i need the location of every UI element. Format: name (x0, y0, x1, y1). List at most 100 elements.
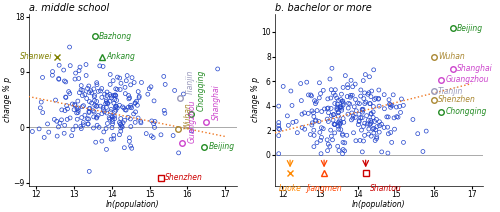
Point (118, 125, 126, 129)
Point (329, 119, 337, 122)
Point (312, 100, 320, 104)
Point (336, 106, 344, 109)
Point (310, 145, 318, 148)
Point (383, 115, 391, 119)
Point (362, 114, 370, 117)
Point (375, 105, 383, 108)
Point (330, 123, 338, 126)
Point (126, 117, 134, 121)
Point (320, 89, 328, 92)
Point (85, 91, 93, 94)
Text: Jiangmen: Jiangmen (306, 184, 342, 194)
Point (122, 92, 130, 95)
Point (298, 99, 306, 102)
Point (66, 64, 74, 67)
Point (68, 134, 76, 137)
Point (91, 104, 99, 107)
Point (284, 114, 292, 118)
Point (356, 116, 364, 119)
Point (112, 93, 120, 97)
Point (336, 119, 344, 123)
Point (339, 103, 347, 107)
Point (330, 123, 338, 126)
Point (344, 102, 352, 105)
Point (274, 134, 282, 137)
Point (351, 82, 359, 86)
Point (124, 94, 132, 97)
Point (100, 110, 108, 113)
Point (334, 114, 342, 118)
Text: Shanwei: Shanwei (20, 52, 53, 61)
Point (339, 99, 347, 103)
Point (358, 150, 366, 153)
Text: Shantou: Shantou (370, 184, 402, 194)
X-axis label: ln(population): ln(population) (352, 200, 406, 209)
Point (118, 124, 126, 128)
Point (117, 130, 125, 133)
Point (85, 84, 93, 88)
Point (392, 115, 400, 118)
Point (312, 119, 320, 122)
Text: Tianjin: Tianjin (438, 86, 464, 95)
Point (386, 103, 394, 106)
Point (355, 119, 363, 122)
Point (48, 74, 56, 77)
Text: Ankang: Ankang (106, 52, 136, 61)
Point (130, 112, 138, 116)
Point (318, 136, 326, 139)
Text: Luoke: Luoke (278, 184, 301, 194)
Point (81, 113, 89, 117)
Point (90, 87, 98, 91)
Point (102, 98, 110, 101)
Point (367, 134, 375, 138)
Point (62, 80, 70, 84)
X-axis label: ln(population): ln(population) (106, 200, 160, 209)
Point (274, 121, 282, 124)
Point (316, 92, 324, 95)
Point (355, 120, 363, 123)
Point (112, 109, 120, 112)
Point (385, 98, 393, 102)
Point (308, 123, 316, 127)
Point (114, 75, 122, 79)
Point (112, 105, 120, 108)
Point (336, 122, 344, 125)
Point (70, 108, 78, 111)
Point (310, 111, 318, 114)
Point (106, 117, 114, 121)
Point (300, 111, 308, 114)
Point (357, 88, 365, 92)
Point (333, 107, 341, 110)
Point (358, 128, 366, 132)
Point (92, 100, 100, 103)
Point (116, 103, 124, 107)
Point (116, 123, 124, 126)
Point (361, 102, 369, 105)
Point (136, 120, 144, 123)
Point (79, 123, 87, 127)
Point (360, 121, 368, 125)
Point (306, 133, 314, 136)
Point (40, 136, 48, 139)
Point (82, 63, 90, 66)
Point (335, 149, 343, 152)
Point (132, 110, 140, 114)
Point (110, 114, 118, 118)
Point (117, 126, 125, 130)
Point (316, 131, 324, 134)
Point (340, 102, 347, 105)
Point (318, 110, 326, 113)
Point (116, 117, 124, 120)
Point (326, 77, 334, 81)
Point (84, 122, 92, 126)
Point (174, 151, 182, 155)
Point (108, 120, 116, 123)
Point (121, 86, 129, 89)
Point (123, 74, 131, 77)
Point (370, 127, 378, 130)
Point (330, 91, 338, 95)
Point (356, 94, 364, 98)
Point (112, 105, 120, 108)
Point (319, 127, 327, 130)
Text: b. bachelor or more: b. bachelor or more (275, 3, 372, 13)
